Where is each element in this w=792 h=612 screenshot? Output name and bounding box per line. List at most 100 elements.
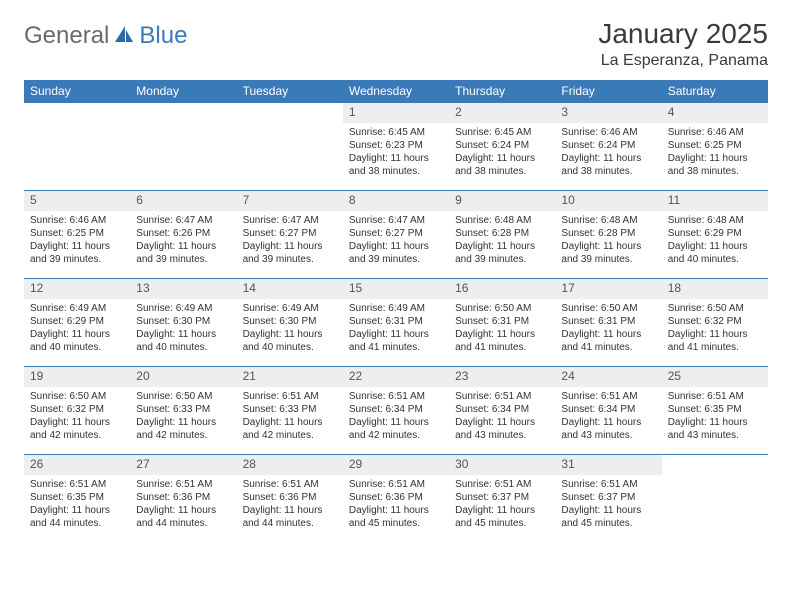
day-sr: Sunrise: 6:50 AM: [455, 302, 549, 315]
day-number: 19: [24, 367, 130, 387]
calendar-day-cell: 9Sunrise: 6:48 AMSunset: 6:28 PMDaylight…: [449, 191, 555, 279]
day-d1: Daylight: 11 hours: [561, 328, 655, 341]
day-number: 3: [555, 103, 661, 123]
calendar-table: SundayMondayTuesdayWednesdayThursdayFrid…: [24, 80, 768, 543]
day-body: Sunrise: 6:47 AMSunset: 6:27 PMDaylight:…: [237, 211, 343, 269]
day-ss: Sunset: 6:36 PM: [243, 491, 337, 504]
day-ss: Sunset: 6:34 PM: [349, 403, 443, 416]
day-d1: Daylight: 11 hours: [668, 328, 762, 341]
day-number: 2: [449, 103, 555, 123]
day-d2: and 42 minutes.: [136, 429, 230, 442]
day-ss: Sunset: 6:29 PM: [30, 315, 124, 328]
weekday-header: Monday: [130, 80, 236, 103]
day-number: 12: [24, 279, 130, 299]
day-number: 26: [24, 455, 130, 475]
day-d2: and 38 minutes.: [668, 165, 762, 178]
day-d1: Daylight: 11 hours: [455, 416, 549, 429]
day-d2: and 45 minutes.: [455, 517, 549, 530]
day-number: 18: [662, 279, 768, 299]
calendar-day-cell: [237, 103, 343, 191]
day-d1: Daylight: 11 hours: [30, 240, 124, 253]
day-body: Sunrise: 6:50 AMSunset: 6:33 PMDaylight:…: [130, 387, 236, 445]
day-d2: and 43 minutes.: [455, 429, 549, 442]
day-ss: Sunset: 6:24 PM: [561, 139, 655, 152]
weekday-header: Friday: [555, 80, 661, 103]
day-d1: Daylight: 11 hours: [668, 152, 762, 165]
calendar-day-cell: 28Sunrise: 6:51 AMSunset: 6:36 PMDayligh…: [237, 455, 343, 543]
logo-text-blue: Blue: [139, 22, 187, 50]
logo-text-general: General: [24, 22, 109, 50]
day-sr: Sunrise: 6:45 AM: [455, 126, 549, 139]
day-ss: Sunset: 6:31 PM: [349, 315, 443, 328]
month-title: January 2025: [598, 18, 768, 50]
day-d1: Daylight: 11 hours: [561, 240, 655, 253]
calendar-day-cell: 31Sunrise: 6:51 AMSunset: 6:37 PMDayligh…: [555, 455, 661, 543]
day-body: Sunrise: 6:49 AMSunset: 6:30 PMDaylight:…: [130, 299, 236, 357]
day-number: 29: [343, 455, 449, 475]
day-d2: and 41 minutes.: [668, 341, 762, 354]
day-d2: and 38 minutes.: [561, 165, 655, 178]
day-d2: and 43 minutes.: [668, 429, 762, 442]
calendar-day-cell: 11Sunrise: 6:48 AMSunset: 6:29 PMDayligh…: [662, 191, 768, 279]
calendar-day-cell: [24, 103, 130, 191]
day-ss: Sunset: 6:24 PM: [455, 139, 549, 152]
day-number: 21: [237, 367, 343, 387]
calendar-day-cell: 12Sunrise: 6:49 AMSunset: 6:29 PMDayligh…: [24, 279, 130, 367]
calendar-day-cell: 24Sunrise: 6:51 AMSunset: 6:34 PMDayligh…: [555, 367, 661, 455]
day-number: 13: [130, 279, 236, 299]
day-ss: Sunset: 6:34 PM: [455, 403, 549, 416]
location: La Esperanza, Panama: [598, 52, 768, 70]
day-d2: and 40 minutes.: [136, 341, 230, 354]
calendar-day-cell: 16Sunrise: 6:50 AMSunset: 6:31 PMDayligh…: [449, 279, 555, 367]
day-d1: Daylight: 11 hours: [136, 328, 230, 341]
day-body: Sunrise: 6:51 AMSunset: 6:34 PMDaylight:…: [449, 387, 555, 445]
day-ss: Sunset: 6:32 PM: [30, 403, 124, 416]
day-ss: Sunset: 6:35 PM: [668, 403, 762, 416]
calendar-day-cell: 26Sunrise: 6:51 AMSunset: 6:35 PMDayligh…: [24, 455, 130, 543]
day-body: Sunrise: 6:50 AMSunset: 6:31 PMDaylight:…: [555, 299, 661, 357]
day-d2: and 44 minutes.: [136, 517, 230, 530]
day-sr: Sunrise: 6:51 AM: [561, 478, 655, 491]
day-sr: Sunrise: 6:49 AM: [136, 302, 230, 315]
header: General Blue January 2025 La Esperanza, …: [24, 18, 768, 70]
day-ss: Sunset: 6:33 PM: [243, 403, 337, 416]
calendar-day-cell: 21Sunrise: 6:51 AMSunset: 6:33 PMDayligh…: [237, 367, 343, 455]
day-number: 11: [662, 191, 768, 211]
day-ss: Sunset: 6:34 PM: [561, 403, 655, 416]
logo: General Blue: [24, 22, 187, 50]
day-d2: and 42 minutes.: [30, 429, 124, 442]
calendar-week-row: 19Sunrise: 6:50 AMSunset: 6:32 PMDayligh…: [24, 367, 768, 455]
day-sr: Sunrise: 6:51 AM: [455, 390, 549, 403]
day-d2: and 42 minutes.: [349, 429, 443, 442]
day-d2: and 40 minutes.: [668, 253, 762, 266]
day-sr: Sunrise: 6:46 AM: [668, 126, 762, 139]
day-body: Sunrise: 6:50 AMSunset: 6:32 PMDaylight:…: [24, 387, 130, 445]
day-d1: Daylight: 11 hours: [136, 504, 230, 517]
day-ss: Sunset: 6:28 PM: [455, 227, 549, 240]
calendar-day-cell: 17Sunrise: 6:50 AMSunset: 6:31 PMDayligh…: [555, 279, 661, 367]
calendar-day-cell: 20Sunrise: 6:50 AMSunset: 6:33 PMDayligh…: [130, 367, 236, 455]
day-body: Sunrise: 6:51 AMSunset: 6:36 PMDaylight:…: [130, 475, 236, 533]
day-body: Sunrise: 6:47 AMSunset: 6:27 PMDaylight:…: [343, 211, 449, 269]
calendar-day-cell: 22Sunrise: 6:51 AMSunset: 6:34 PMDayligh…: [343, 367, 449, 455]
day-d1: Daylight: 11 hours: [455, 504, 549, 517]
day-number: 5: [24, 191, 130, 211]
calendar-day-cell: 30Sunrise: 6:51 AMSunset: 6:37 PMDayligh…: [449, 455, 555, 543]
day-sr: Sunrise: 6:45 AM: [349, 126, 443, 139]
day-ss: Sunset: 6:31 PM: [455, 315, 549, 328]
day-d1: Daylight: 11 hours: [30, 504, 124, 517]
day-sr: Sunrise: 6:48 AM: [561, 214, 655, 227]
day-d2: and 41 minutes.: [561, 341, 655, 354]
calendar-day-cell: 13Sunrise: 6:49 AMSunset: 6:30 PMDayligh…: [130, 279, 236, 367]
day-body: Sunrise: 6:51 AMSunset: 6:37 PMDaylight:…: [449, 475, 555, 533]
day-sr: Sunrise: 6:50 AM: [136, 390, 230, 403]
day-number: 27: [130, 455, 236, 475]
day-d2: and 44 minutes.: [30, 517, 124, 530]
day-d2: and 42 minutes.: [243, 429, 337, 442]
day-body: Sunrise: 6:51 AMSunset: 6:36 PMDaylight:…: [237, 475, 343, 533]
day-sr: Sunrise: 6:48 AM: [668, 214, 762, 227]
day-body: Sunrise: 6:51 AMSunset: 6:35 PMDaylight:…: [662, 387, 768, 445]
day-number: 23: [449, 367, 555, 387]
day-d2: and 39 minutes.: [136, 253, 230, 266]
day-body: Sunrise: 6:51 AMSunset: 6:36 PMDaylight:…: [343, 475, 449, 533]
